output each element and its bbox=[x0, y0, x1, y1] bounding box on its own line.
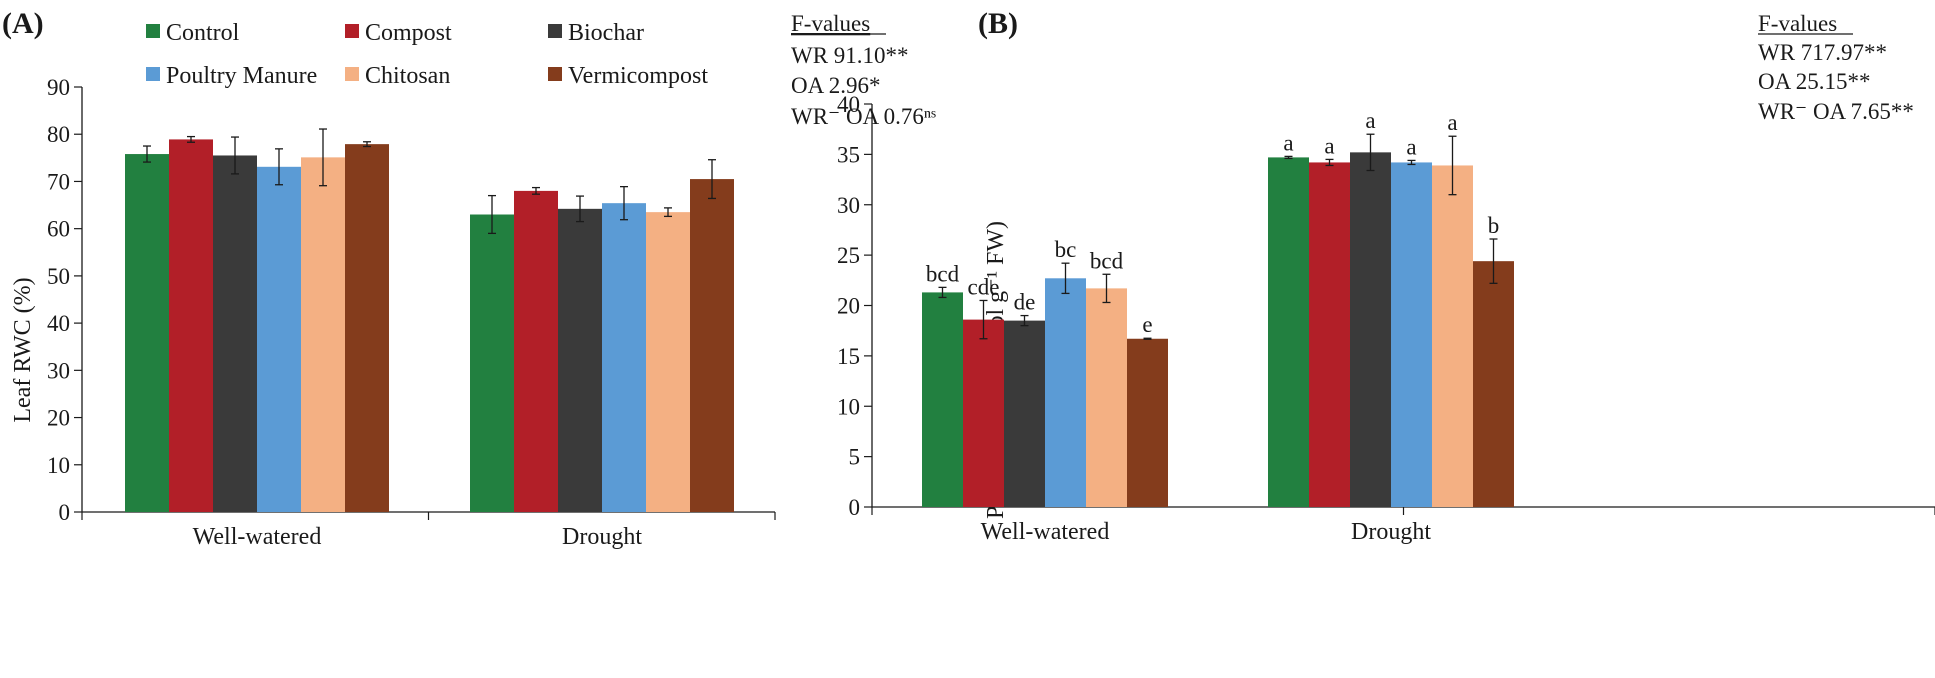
f-values-a-line-1: WR 91.10** bbox=[791, 43, 909, 68]
legend-swatch-biochar bbox=[548, 24, 562, 38]
chart-b-well-watered-poultry-manure-letter: bc bbox=[1055, 237, 1077, 262]
chart-b-well-watered-vermicompost-letter: e bbox=[1142, 312, 1152, 337]
chart-a-well-watered-biochar-bar bbox=[213, 155, 257, 512]
chart-b-drought-vermicompost-bar bbox=[1473, 261, 1514, 507]
legend-swatch-vermicompost bbox=[548, 67, 562, 81]
chart-b-x-label-well-watered: Well-watered bbox=[981, 519, 1110, 545]
chart-b-well-watered-biochar-letter: de bbox=[1014, 290, 1036, 315]
chart-b-well-watered-chitosan-bar bbox=[1086, 288, 1127, 507]
chart-b-well-watered-biochar-bar bbox=[1004, 320, 1045, 507]
legend: Control Compost Biochar Poultry Manure C… bbox=[146, 20, 708, 89]
panel-a-label: (A) bbox=[2, 7, 44, 40]
chart-a-x-label-drought: Drought bbox=[562, 524, 642, 550]
chart-a-x-label-well-watered: Well-watered bbox=[193, 524, 322, 550]
chart-b-drought-chitosan-bar bbox=[1432, 165, 1473, 507]
chart-a-well-watered-control-bar bbox=[125, 154, 169, 513]
chart-b-y-tick-label-25: 25 bbox=[837, 243, 860, 268]
chart-a-plot: 0 10 20 30 40 50 60 70 80 90 Well-watered Drought bbox=[47, 75, 776, 550]
chart-b-drought-compost-letter: a bbox=[1324, 133, 1334, 158]
chart-b-drought-control-letter: a bbox=[1283, 130, 1293, 155]
chart-b-drought-compost-bar bbox=[1309, 162, 1350, 507]
chart-a-drought-biochar-bar bbox=[558, 208, 602, 513]
chart-b-well-watered-control-bar bbox=[922, 292, 963, 507]
chart-a-y-tick-label-80: 80 bbox=[47, 122, 70, 147]
chart-b-drought-chitosan-letter: a bbox=[1447, 110, 1457, 135]
legend-swatch-chitosan bbox=[345, 67, 359, 81]
chart-a-well-watered-vermicompost-bar bbox=[345, 144, 389, 512]
chart-a-drought-vermicompost-bar bbox=[690, 179, 734, 513]
chart-a-drought-control-bar bbox=[470, 214, 514, 512]
chart-b-well-watered-chitosan-letter: bcd bbox=[1090, 248, 1124, 273]
f-values-b-line-3: WR⁻ OA 7.65** bbox=[1758, 99, 1914, 124]
chart-b-well-watered-poultry-manure-bar bbox=[1045, 278, 1086, 507]
f-values-b-line-1: WR 717.97** bbox=[1758, 40, 1887, 65]
chart-b-well-watered-control-letter: bcd bbox=[926, 261, 960, 286]
chart-a-drought-compost-bar bbox=[514, 190, 558, 512]
f-values-a-line-2: OA 2.96* bbox=[791, 73, 880, 98]
chart-b-drought-poultry-manure-bar bbox=[1391, 162, 1432, 507]
f-values-a: F-values WR 91.10** OA 2.96* WR⁻ OA 0.76… bbox=[791, 11, 936, 129]
f-values-b-title: F-values bbox=[1758, 11, 1837, 36]
f-values-a-line-3: WR⁻ OA 0.76ⁿˢ bbox=[791, 104, 936, 129]
chart-b-y-tick-label-15: 15 bbox=[837, 344, 860, 369]
chart-b-y-tick-label-20: 20 bbox=[837, 294, 860, 319]
chart-b-y-tick-label-10: 10 bbox=[837, 394, 860, 419]
chart-a-y-tick-label-10: 10 bbox=[47, 453, 70, 478]
chart-a-drought-chitosan-bar bbox=[646, 212, 690, 512]
chart-b-drought-poultry-manure-letter: a bbox=[1406, 134, 1416, 159]
panel-b-label: (B) bbox=[978, 7, 1018, 40]
legend-label-compost: Compost bbox=[365, 20, 452, 46]
legend-swatch-control bbox=[146, 24, 160, 38]
chart-b-well-watered-compost-letter: cde bbox=[968, 274, 1000, 299]
chart-b-well-watered-vermicompost-bar bbox=[1127, 338, 1168, 507]
chart-b-y-tick-label-5: 5 bbox=[849, 445, 861, 470]
chart-b-y-tick-label-0: 0 bbox=[849, 495, 861, 520]
chart-a-well-watered-poultry-manure-bar bbox=[257, 166, 301, 513]
chart-b-drought-biochar-bar bbox=[1350, 152, 1391, 508]
f-values-a-title: F-values bbox=[791, 11, 870, 36]
f-values-b: F-values WR 717.97** OA 25.15** WR⁻ OA 7… bbox=[1758, 11, 1914, 124]
chart-a-y-axis-title: Leaf RWC (%) bbox=[10, 277, 36, 422]
chart-a-y-tick-label-50: 50 bbox=[47, 264, 70, 289]
chart-a-y-tick-label-60: 60 bbox=[47, 217, 70, 242]
chart-a-drought-poultry-manure-bar bbox=[602, 203, 646, 512]
chart-a-y-tick-label-70: 70 bbox=[47, 169, 70, 194]
chart-a-well-watered-chitosan-bar bbox=[301, 157, 345, 512]
legend-label-poultry-manure: Poultry Manure bbox=[166, 63, 317, 89]
chart-b-y-tick-label-35: 35 bbox=[837, 142, 860, 167]
chart-b-drought-vermicompost-letter: b bbox=[1488, 213, 1500, 238]
chart-a-y-tick-label-0: 0 bbox=[59, 500, 71, 525]
legend-swatch-compost bbox=[345, 24, 359, 38]
legend-swatch-poultry-manure bbox=[146, 67, 160, 81]
legend-label-control: Control bbox=[166, 20, 240, 46]
chart-b-well-watered-compost-bar bbox=[963, 319, 1004, 507]
chart-a-y-tick-label-20: 20 bbox=[47, 406, 70, 431]
chart-a-y-tick-label-30: 30 bbox=[47, 358, 70, 383]
chart-b-y-tick-label-40: 40 bbox=[837, 92, 860, 117]
legend-label-vermicompost: Vermicompost bbox=[568, 63, 708, 89]
f-values-b-line-2: OA 25.15** bbox=[1758, 69, 1870, 94]
chart-b-x-label-drought: Drought bbox=[1351, 519, 1431, 545]
legend-label-chitosan: Chitosan bbox=[365, 63, 450, 89]
chart-a-y-tick-label-90: 90 bbox=[47, 75, 70, 100]
chart-b-y-tick-label-30: 30 bbox=[837, 193, 860, 218]
chart-a-well-watered-compost-bar bbox=[169, 139, 213, 512]
legend-label-biochar: Biochar bbox=[568, 20, 644, 46]
chart-a-y-tick-label-40: 40 bbox=[47, 311, 70, 336]
chart-b-drought-control-bar bbox=[1268, 157, 1309, 507]
chart-b-drought-biochar-letter: a bbox=[1365, 108, 1375, 133]
